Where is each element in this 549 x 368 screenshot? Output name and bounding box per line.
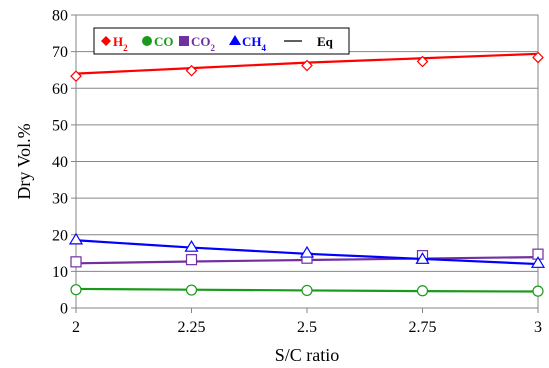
series-co [70,284,544,297]
legend-marker-co2 [179,36,189,46]
y-axis-title: Dry Vol.% [14,123,34,199]
data-point-co2 [185,254,198,266]
y-tick-label: 30 [52,191,68,208]
legend-marker-co [142,36,152,46]
data-point-ch4 [299,245,315,258]
data-point-co [185,284,198,296]
data-point-h2 [532,51,544,64]
x-tick-label: 2.5 [297,319,317,336]
data-point-ch4 [68,232,84,245]
x-axis-ticks: 2 2.25 2.5 2.75 3 [72,308,542,336]
legend-item-eq: Eq [284,34,334,49]
x-tick-label: 2.25 [178,319,206,336]
y-tick-label: 20 [52,227,68,244]
legend-box [93,27,350,55]
legend-marker-h2 [101,36,111,46]
legend: H2 CO CO2 CH4 Eq [93,27,350,55]
data-point-co [532,285,544,297]
legend-item-co2: CO2 [179,34,216,53]
data-point-h2 [70,70,82,83]
y-tick-label: 80 [52,8,68,25]
legend-label-subscript: 2 [211,43,216,53]
y-tick-label: 0 [60,301,68,318]
data-point-h2 [185,64,198,77]
legend-label-ch4: CH4 [242,34,267,53]
data-point-co [416,285,429,297]
y-tick-label: 40 [52,154,68,171]
legend-label-eq: Eq [317,34,334,49]
x-tick-label: 2.75 [409,319,437,336]
legend-label-subscript: 2 [123,43,128,53]
data-point-ch4 [184,240,199,252]
y-tick-label: 70 [52,44,68,61]
series-h2 [70,51,544,83]
y-tick-label: 50 [52,117,68,134]
series-ch4 [68,232,546,268]
data-point-h2 [301,59,313,72]
y-tick-label: 10 [52,264,68,281]
data-point-h2 [416,55,429,68]
legend-item-co: CO [142,34,174,49]
data-point-co [70,284,82,296]
y-axis-ticks: 0 10 20 30 40 50 60 70 80 [52,8,76,318]
gridlines [76,51,538,272]
data-point-ch4 [415,252,430,264]
legend-label-co2: CO2 [191,34,216,53]
x-axis-title: S/C ratio [275,345,340,365]
y-tick-label: 60 [52,81,68,98]
legend-marker-ch4 [229,35,241,45]
legend-label-subscript: 4 [262,43,267,53]
data-point-ch4 [530,256,546,268]
x-tick-label: 3 [534,319,542,336]
legend-label-co: CO [154,34,174,49]
series-layer [68,51,546,297]
x-tick-label: 2 [72,319,80,336]
legend-item-ch4: CH4 [229,34,267,53]
data-point-co2 [70,256,82,268]
data-point-co [301,284,313,297]
